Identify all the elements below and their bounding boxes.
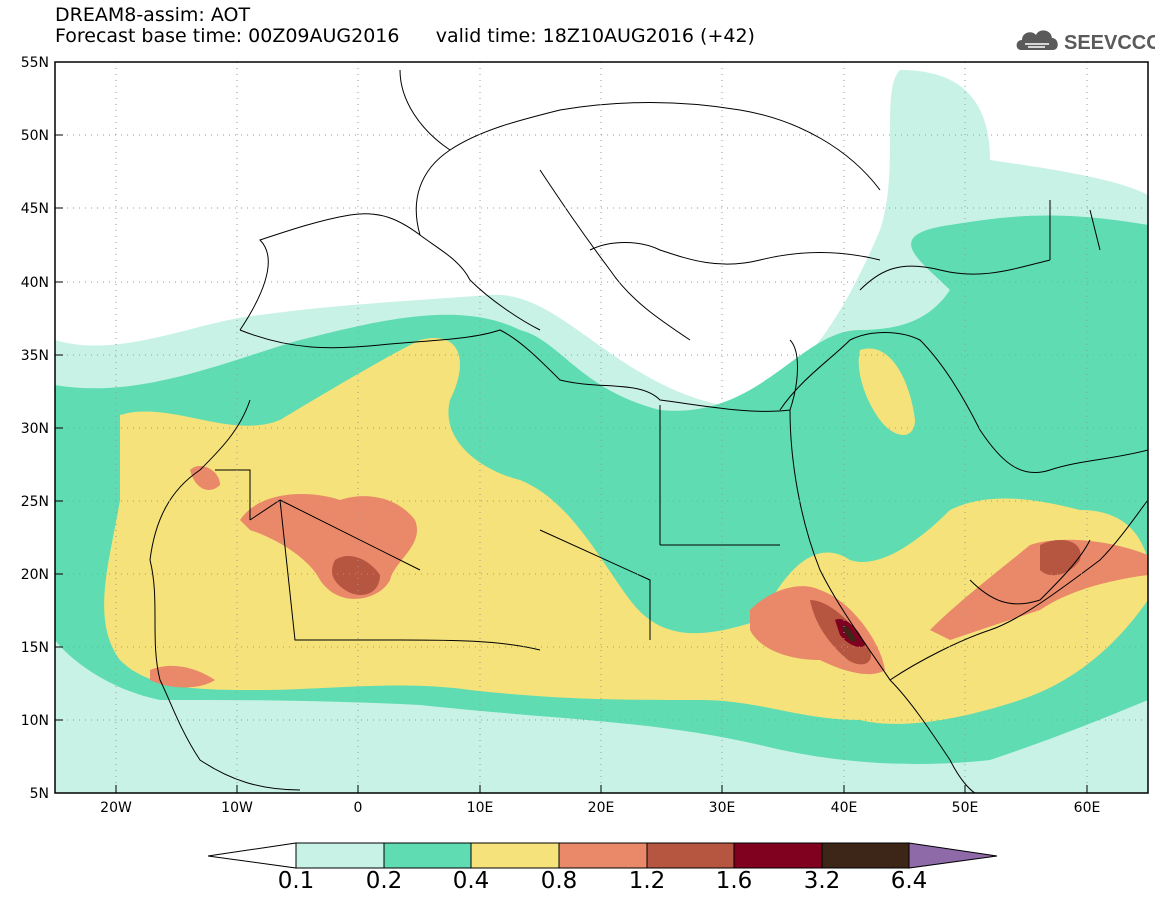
logo-text: SEEVCCC (1064, 32, 1155, 54)
lat-label: 40N (21, 275, 49, 291)
colorbar-label: 3.2 (803, 868, 841, 894)
colorbar-over-arrow (908, 842, 998, 869)
lon-label: 20E (588, 800, 615, 816)
lat-label: 25N (21, 494, 49, 510)
colorbar-swatch (558, 842, 648, 869)
colorbar-under-arrow (207, 842, 297, 869)
axis-ticks (55, 134, 1088, 793)
colorbar-swatch (646, 842, 735, 869)
seevccc-logo: SEEVCCC (1016, 30, 1155, 54)
lon-label: 10E (467, 800, 494, 816)
lon-label: 60E (1074, 800, 1101, 816)
colorbar-swatch (295, 842, 385, 869)
colorbar-label: 6.4 (890, 868, 928, 894)
colorbar-swatch (821, 842, 910, 869)
lat-label: 10N (21, 713, 49, 729)
forecast-times: Forecast base time: 00Z09AUG2016 valid t… (55, 26, 755, 46)
colorbar-label: 0.1 (277, 868, 315, 894)
lon-label: 30E (709, 800, 736, 816)
colorbar-label: 1.6 (715, 868, 753, 894)
lat-label: 30N (21, 421, 49, 437)
lat-label: 5N (30, 786, 49, 802)
longitude-labels: 20W 10W 0 10E 20E 30E 40E 50E 60E (100, 800, 1100, 816)
lon-label: 10W (221, 800, 253, 816)
lat-label: 55N (21, 55, 49, 71)
lon-label: 0 (354, 800, 363, 816)
coastlines-borders (149, 69, 1148, 793)
graticule (55, 62, 1148, 793)
colorbar-swatch (470, 842, 560, 869)
aot-level-3.2 (842, 625, 856, 642)
forecast-base-time: Forecast base time: 00Z09AUG2016 (55, 25, 400, 47)
colorbar-swatch (733, 842, 823, 869)
lon-label: 50E (952, 800, 979, 816)
colorbar-label: 0.2 (365, 868, 403, 894)
lon-label: 20W (100, 800, 132, 816)
colorbar-label: 0.4 (452, 868, 490, 894)
cloud-icon (1016, 30, 1058, 50)
lon-label: 40E (831, 800, 858, 816)
lat-label: 35N (21, 348, 49, 364)
lat-label: 15N (21, 640, 49, 656)
colorbar-label: 1.2 (628, 868, 666, 894)
colorbar-label: 0.8 (540, 868, 578, 894)
lat-label: 50N (21, 128, 49, 144)
aot-field (55, 70, 1148, 793)
latitude-labels: 55N 50N 45N 40N 35N 30N 25N 20N 15N 10N … (21, 55, 49, 802)
lat-label: 20N (21, 567, 49, 583)
map-title: DREAM8-assim: AOT (55, 4, 251, 26)
valid-time: valid time: 18Z10AUG2016 (+42) (435, 25, 755, 47)
lat-label: 45N (21, 201, 49, 217)
aot-level-0.4 (104, 338, 1148, 724)
colorbar (207, 842, 998, 869)
colorbar-swatch (383, 842, 472, 869)
